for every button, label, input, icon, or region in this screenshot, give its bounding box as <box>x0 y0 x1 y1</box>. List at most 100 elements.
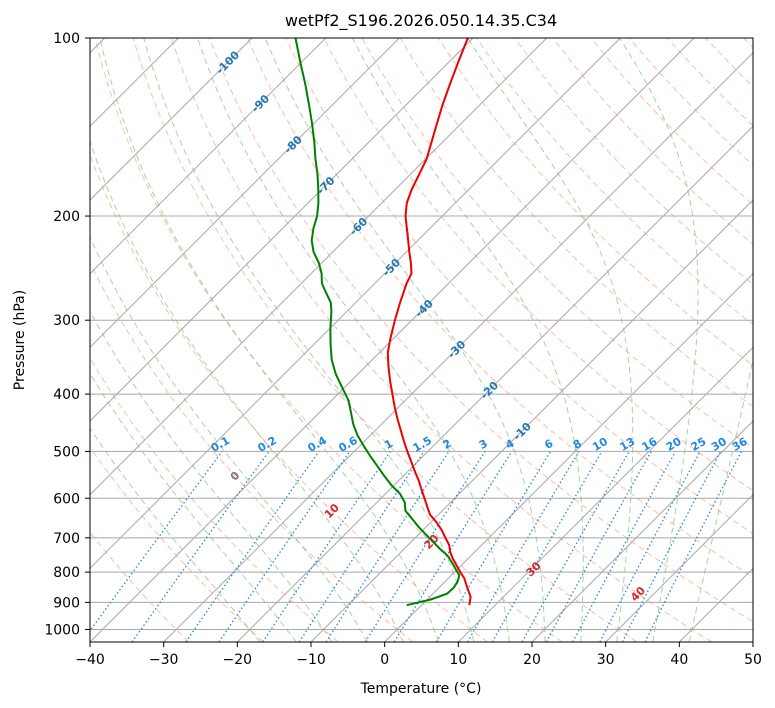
temperature-profile-line <box>386 38 472 606</box>
isotherm-line <box>678 567 753 642</box>
dry-adiabat-label: 40 <box>628 584 648 604</box>
dry-adiabat-line <box>247 38 753 578</box>
mixing-ratio-line <box>644 451 743 642</box>
y-tick-label: 900 <box>53 595 80 611</box>
dry-adiabat-line <box>90 261 414 642</box>
isotherm-line <box>90 38 621 570</box>
moist-adiabat-line <box>197 38 510 642</box>
mixing-ratio-line <box>393 451 513 642</box>
dry-adiabat-line <box>514 38 753 285</box>
y-tick-label: 400 <box>53 387 80 403</box>
mixing-ratio-label: 2 <box>441 437 454 452</box>
isotherm-line <box>163 51 753 642</box>
y-axis-title: Pressure (hPa) <box>12 290 28 390</box>
moist-adiabat-line <box>619 38 699 642</box>
dry-adiabat-line <box>323 38 753 492</box>
isotherm-line <box>752 641 753 642</box>
isotherm-line <box>384 272 753 642</box>
moist-adiabat-line <box>90 372 297 642</box>
y-tick-label: 600 <box>53 491 80 507</box>
isotherm-line <box>457 346 753 642</box>
x-axis-title: Temperature (°C) <box>360 681 482 697</box>
isotherm-line <box>310 199 753 642</box>
x-tick-label: −20 <box>223 652 253 668</box>
moist-adiabat-line <box>90 235 369 642</box>
mixing-ratio-line <box>298 451 425 642</box>
x-tick-label: −30 <box>149 652 179 668</box>
x-tick-label: 50 <box>744 652 762 668</box>
dry-adiabat-line <box>667 38 753 127</box>
profile-lines <box>294 38 472 607</box>
isotherm-line <box>90 38 474 422</box>
moist-adiabat-line <box>90 310 333 642</box>
mixing-ratio-line <box>572 451 677 642</box>
dry-adiabat-line <box>705 38 753 88</box>
x-tick-label: −10 <box>296 652 326 668</box>
mixing-ratio-line <box>435 451 552 642</box>
chart-title: wetPf2_S196.2026.050.14.35.C34 <box>285 11 557 31</box>
y-tick-label: 700 <box>53 531 80 547</box>
isotherm-line <box>605 493 753 642</box>
isotherm-line <box>90 38 327 275</box>
mixing-ratio-line <box>185 451 320 642</box>
x-tick-label: 40 <box>670 652 688 668</box>
moist-adiabat-line <box>467 38 634 642</box>
x-tick-label: 0 <box>380 652 389 668</box>
moist-adiabat-line <box>688 356 753 642</box>
dry-adiabat-line <box>90 531 190 642</box>
moist-adiabat-line <box>90 427 261 642</box>
dry-adiabat-line <box>743 38 753 49</box>
moist-adiabat-line <box>99 38 439 642</box>
mixing-ratio-line <box>131 451 270 642</box>
isotherm-label: -50 <box>380 256 403 279</box>
mixing-ratio-line <box>521 451 630 642</box>
axes: −40 −30 −20 −10 0 10 20 30 40 50 100 200 300 400 500 60… <box>44 31 762 668</box>
mixing-ratio-label: 6 <box>542 437 555 452</box>
isotherm-line <box>90 38 548 496</box>
y-tick-label: 1000 <box>44 622 80 638</box>
y-tick-label: 800 <box>53 565 80 581</box>
x-tick-label: −40 <box>75 652 105 668</box>
isotherm-label: -10 <box>511 420 534 443</box>
dewpoint-profile-line <box>294 38 461 607</box>
mixing-ratio-line <box>545 451 652 642</box>
y-tick-label: 200 <box>53 209 80 225</box>
dry-adiabat-line <box>90 357 339 642</box>
y-tick-label: 300 <box>53 313 80 329</box>
dry-adiabat-line <box>209 38 753 623</box>
x-tick-label: 10 <box>449 652 467 668</box>
y-tick-label: 100 <box>53 31 80 47</box>
isotherm-line <box>90 38 695 642</box>
isotherm-line <box>90 38 253 201</box>
moist-adiabat-line <box>264 38 546 642</box>
dry-adiabat-line <box>132 38 638 642</box>
moist-adiabat-line <box>352 38 584 642</box>
dry-adiabat-line <box>590 38 753 206</box>
moist-adiabat-line <box>90 139 404 642</box>
dry-adiabat-line <box>94 38 563 642</box>
dry-adiabat-line <box>90 153 488 642</box>
mixing-ratio-line <box>599 451 701 642</box>
mixing-ratio-line <box>218 451 351 642</box>
dry-adiabat-line <box>437 38 753 366</box>
mixing-ratio-line <box>621 451 722 642</box>
moist-adiabat-line <box>143 38 475 642</box>
isotherm-line <box>90 38 400 349</box>
mixing-ratio-label: 3 <box>477 437 490 452</box>
dry-adiabat-line <box>476 38 753 326</box>
plot-frame <box>89 37 754 643</box>
isotherm-line <box>236 125 753 642</box>
mixing-ratio-line <box>90 451 223 632</box>
mixing-ratio-line <box>325 451 450 642</box>
isotherm-line <box>531 420 753 642</box>
x-tick-label: 20 <box>523 652 541 668</box>
mixing-ratio-line <box>262 451 391 642</box>
x-tick-label: 30 <box>597 652 615 668</box>
dry-adiabat-line <box>552 38 753 245</box>
dry-adiabat-line <box>90 446 264 642</box>
y-tick-label: 500 <box>53 444 80 460</box>
dry-adiabat-line <box>170 38 712 642</box>
dry-adiabat-line <box>285 38 753 535</box>
isotherm-label: -30 <box>445 338 468 361</box>
